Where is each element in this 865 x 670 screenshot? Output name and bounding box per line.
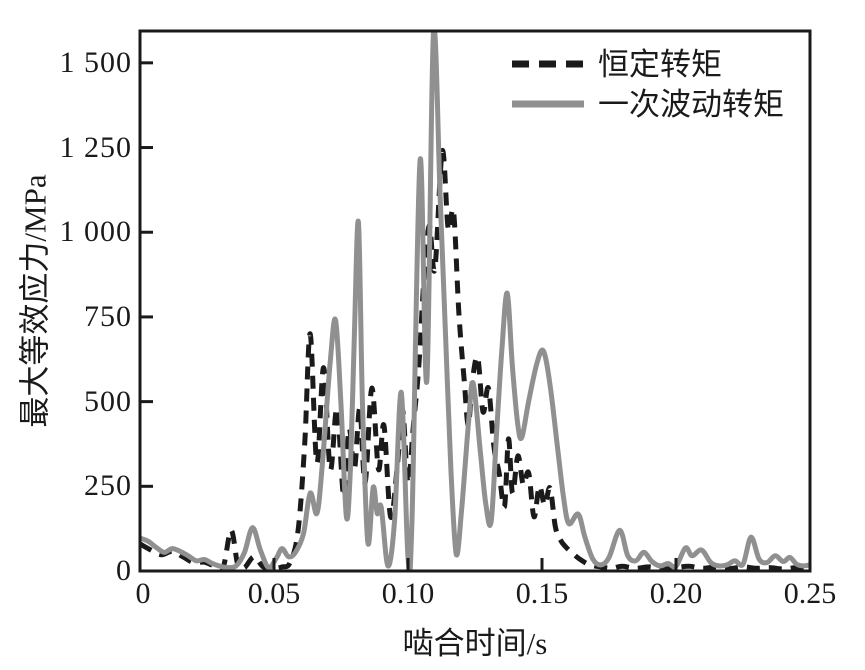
series-line-fluctuating-torque [140,31,810,571]
x-tick-label: 0.05 [247,577,301,610]
y-axis-title: 最大等效应力/MPa [17,174,53,428]
legend-row-constant-torque: 恒定转矩 [512,44,784,84]
x-tick-label: 0.10 [381,577,435,610]
x-tick-label: 0 [135,577,151,610]
legend-label: 一次波动转矩 [598,86,784,122]
y-tick-label: 500 [84,385,132,418]
series-line-constant-torque [140,148,810,571]
y-tick-label: 1 500 [59,46,132,79]
y-tick-label: 750 [84,300,132,333]
legend-row-fluctuating-torque: 一次波动转矩 [512,84,784,124]
dashed-line-sample-icon [512,60,584,68]
x-tick-label: 0.20 [649,577,703,610]
plot-frame [138,29,812,573]
x-tick-label: 0.25 [783,577,837,610]
x-tick-label: 0.15 [515,577,569,610]
legend-label: 恒定转矩 [598,46,722,82]
x-axis-title: 啮合时间/s [402,626,548,661]
solid-line-sample-icon [512,100,584,108]
y-tick-label: 0 [116,554,132,587]
y-tick-label: 250 [84,469,132,502]
y-tick-label: 1 250 [59,131,132,164]
legend: 恒定转矩 一次波动转矩 [512,44,784,124]
y-tick-label: 1 000 [59,215,132,248]
